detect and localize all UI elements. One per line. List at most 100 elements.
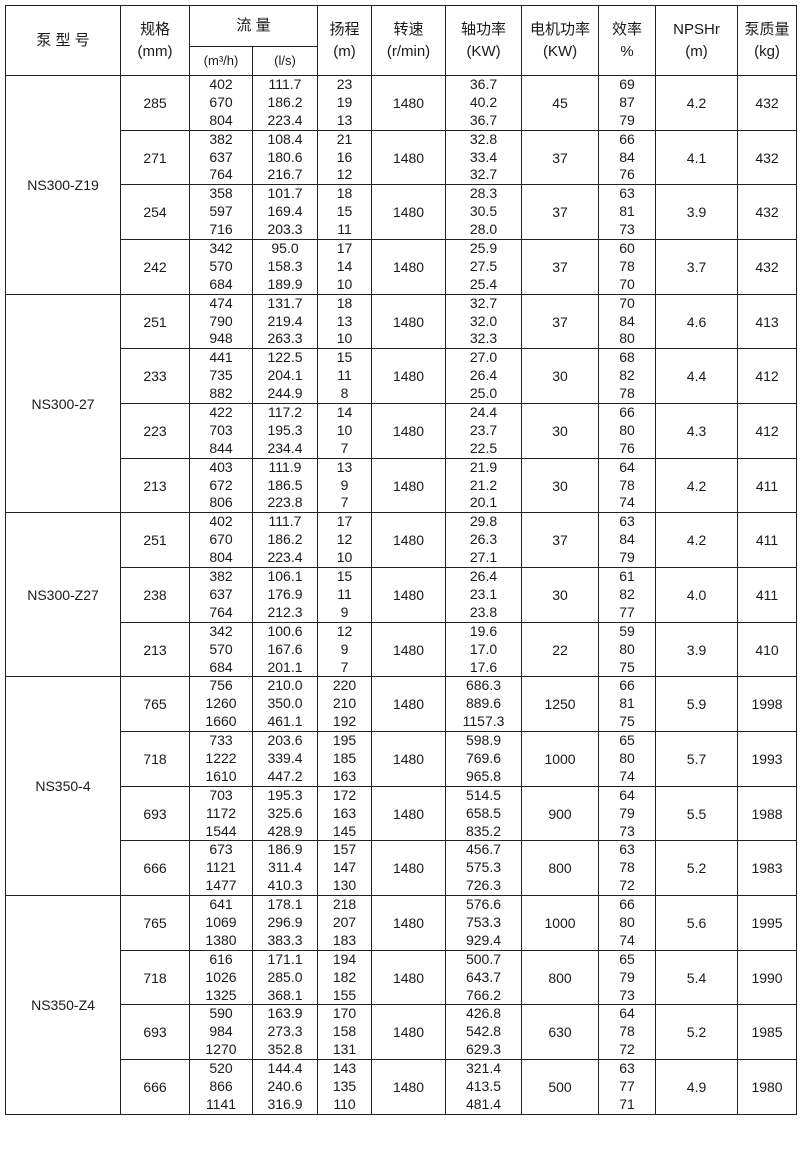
- efficiency-cell-value: 78: [619, 859, 635, 876]
- shaft-power-cell: 32.7 32.0 32.3: [445, 293, 523, 350]
- flow-m3h-cell: 382 637 764: [189, 129, 253, 186]
- table-body: NS300-Z19 285 402 670 804 111.7 186.2 223.4 23 19…: [5, 75, 798, 1115]
- npshr-cell: 3.9: [655, 621, 739, 678]
- head-cell: 18 15 11: [317, 184, 373, 241]
- shaft-power-cell: 28.3 30.5 28.0: [445, 184, 523, 241]
- efficiency-cell-value: 66: [619, 130, 635, 147]
- shaft-power-cell-value: 1157.3: [462, 713, 505, 730]
- flow-ls-cell-value: 201.1: [267, 658, 303, 675]
- flow-m3h-cell-value: 402: [209, 76, 233, 92]
- efficiency-cell-value: 75: [619, 658, 635, 675]
- efficiency-cell-value: 70: [619, 275, 635, 292]
- npshr-cell: 4.2: [655, 457, 739, 514]
- flow-ls-cell-value: 428.9: [267, 822, 303, 839]
- table-row: 233 441 735 882 122.5 204.1 244.9 15 11 8 1480 27.0…: [6, 348, 798, 405]
- flow-m3h-cell-value: 844: [209, 439, 233, 456]
- flow-m3h-cell-value: 703: [209, 786, 233, 803]
- npshr-cell: 5.2: [655, 1004, 739, 1061]
- head-cell-value: 12: [336, 531, 353, 548]
- flow-ls-cell-value: 410.3: [267, 877, 303, 894]
- flow-ls-cell-value: 311.4: [268, 859, 302, 876]
- flow-ls-cell-value: 316.9: [267, 1095, 303, 1112]
- efficiency-cell-value: 74: [619, 494, 635, 511]
- efficiency-cell-value: 77: [619, 1077, 635, 1094]
- head-cell-value: 135: [332, 1077, 357, 1094]
- flow-m3h-cell-value: 684: [209, 658, 233, 675]
- shaft-power-cell-value: 658.5: [465, 804, 502, 821]
- efficiency-cell-value: 66: [619, 896, 635, 913]
- header-npshr: NPSHr (m): [655, 5, 739, 76]
- head-cell: 21 16 12: [317, 129, 373, 186]
- weight-cell: 432: [737, 75, 798, 131]
- table-row: 718 616 1026 1325 171.1 285.0 368.1 194 182 155 14…: [6, 949, 798, 1006]
- head-cell-value: 7: [340, 494, 349, 511]
- efficiency-cell-value: 65: [619, 732, 635, 749]
- efficiency-cell-value: 68: [619, 349, 635, 366]
- size-cell: 251: [120, 512, 190, 569]
- flow-m3h-cell-value: 1121: [205, 859, 237, 876]
- weight-cell: 1993: [737, 731, 798, 787]
- shaft-power-cell-value: 481.4: [465, 1095, 502, 1112]
- flow-m3h-cell-value: 1172: [205, 804, 237, 821]
- flow-m3h-cell-value: 670: [209, 531, 233, 548]
- flow-ls-cell-value: 111.7: [268, 76, 302, 92]
- flow-m3h-cell-value: 948: [209, 330, 233, 347]
- efficiency-cell-value: 75: [619, 713, 635, 730]
- flow-m3h-cell: 342 570 684: [189, 239, 253, 295]
- head-cell-value: 13: [336, 458, 353, 475]
- flow-ls-cell-value: 203.3: [267, 221, 303, 238]
- flow-ls-cell-value: 186.9: [267, 841, 303, 858]
- shaft-power-cell-value: 542.8: [465, 1023, 502, 1040]
- shaft-power-cell-value: 769.6: [465, 749, 502, 766]
- efficiency-cell-value: 79: [619, 968, 635, 985]
- motor-power-cell: 800: [521, 840, 600, 897]
- shaft-power-cell-value: 32.7: [469, 166, 498, 183]
- head-cell-value: 10: [336, 549, 353, 566]
- table-row: 693 590 984 1270 163.9 273.3 352.8 170 158 131 148…: [6, 1004, 798, 1061]
- motor-power-cell: 37: [521, 129, 600, 186]
- flow-ls-cell-value: 163.9: [267, 1005, 303, 1022]
- flow-m3h-cell: 590 984 1270: [189, 1004, 253, 1061]
- table-row: NS350-Z4 765 641 1069 1380 178.1 296.9 383.3 218…: [5, 895, 798, 1115]
- head-cell-value: 7: [340, 658, 349, 675]
- efficiency-cell: 65 79 73: [598, 949, 657, 1006]
- shaft-power-cell: 27.0 26.4 25.0: [445, 348, 523, 405]
- flow-m3h-cell-value: 637: [209, 585, 233, 602]
- size-cell: 213: [120, 621, 190, 678]
- header-shaft-power: 轴功率 (KW): [445, 5, 523, 76]
- efficiency-cell-value: 69: [619, 76, 635, 92]
- motor-power-cell: 800: [521, 949, 600, 1006]
- head-cell-value: 185: [332, 749, 357, 766]
- npshr-cell: 4.0: [655, 567, 739, 623]
- head-cell: 143 135 110: [317, 1059, 373, 1115]
- size-cell: 285: [120, 75, 190, 131]
- size-cell: 254: [120, 184, 190, 241]
- flow-m3h-cell: 703 1172 1544: [189, 785, 253, 842]
- flow-ls-cell-value: 244.9: [267, 385, 303, 402]
- shaft-power-cell: 24.4 23.7 22.5: [445, 403, 523, 459]
- flow-m3h-cell-value: 790: [209, 312, 233, 329]
- flow-m3h-cell-value: 1260: [205, 695, 237, 712]
- head-cell-value: 12: [336, 166, 353, 183]
- flow-ls-cell-value: 212.3: [267, 603, 303, 620]
- npshr-cell: 4.2: [655, 512, 739, 569]
- header-weight: 泵质量 (kg): [737, 5, 798, 76]
- efficiency-cell: 59 80 75: [598, 621, 657, 678]
- efficiency-cell: 63 84 79: [598, 512, 657, 569]
- flow-ls-cell-value: 180.6: [267, 148, 303, 165]
- npshr-cell: 5.7: [655, 731, 739, 787]
- efficiency-cell-value: 76: [619, 439, 635, 456]
- shaft-power-cell-value: 17.6: [469, 658, 498, 675]
- efficiency-cell: 64 78 74: [598, 457, 657, 514]
- header-speed-unit: (r/min): [386, 42, 431, 60]
- flow-ls-cell-value: 144.4: [267, 1060, 303, 1077]
- head-cell-value: 183: [332, 931, 357, 948]
- shaft-power-cell-value: 40.2: [469, 93, 498, 110]
- head-cell-value: 14: [336, 257, 353, 274]
- npshr-cell: 4.9: [655, 1059, 739, 1115]
- efficiency-cell-value: 74: [619, 931, 635, 948]
- shaft-power-cell-value: 321.4: [465, 1060, 502, 1077]
- shaft-power-cell-value: 27.0: [469, 349, 498, 366]
- flow-ls-cell-value: 204.1: [267, 367, 303, 384]
- head-cell-value: 17: [336, 513, 353, 530]
